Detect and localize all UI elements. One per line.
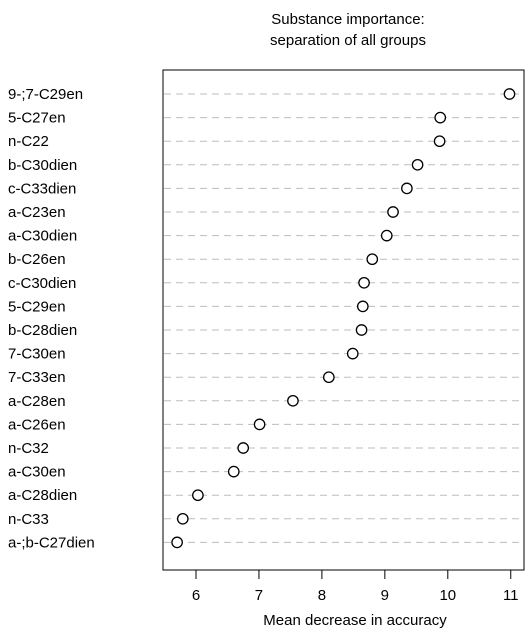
y-tick-label: a-C30dien: [8, 228, 77, 245]
data-point: [348, 348, 358, 358]
y-tick-label: b-C26en: [8, 251, 66, 268]
x-tick-label: 9: [381, 587, 389, 604]
x-axis-label: Mean decrease in accuracy: [263, 612, 447, 629]
y-tick-label: a-;b-C27dien: [8, 534, 95, 551]
y-tick-label: 7-C30en: [8, 346, 66, 363]
data-point: [238, 443, 248, 453]
y-tick-label: b-C30dien: [8, 157, 77, 174]
y-tick-label: 7-C33en: [8, 369, 66, 386]
chart-title-line: separation of all groups: [270, 32, 426, 49]
y-tick-label: a-C28dien: [8, 487, 77, 504]
data-point: [288, 396, 298, 406]
data-point: [402, 183, 412, 193]
data-point: [382, 230, 392, 240]
chart-title-line: Substance importance:: [271, 11, 424, 28]
y-tick-label: b-C28dien: [8, 322, 77, 339]
data-point: [172, 537, 182, 547]
y-tick-label: n-C33: [8, 511, 49, 528]
data-point: [504, 89, 514, 99]
data-point: [412, 160, 422, 170]
data-point: [358, 301, 368, 311]
x-tick-label: 10: [439, 587, 456, 604]
y-tick-label: a-C26en: [8, 416, 66, 433]
x-tick-label: 7: [255, 587, 263, 604]
y-tick-label: 5-C29en: [8, 298, 66, 315]
x-axis: 6 7 8 9 10 11: [192, 570, 519, 604]
y-tick-label: a-C28en: [8, 393, 66, 410]
data-points: [172, 89, 515, 548]
data-point: [193, 490, 203, 500]
x-tick-label: 8: [318, 587, 326, 604]
data-point: [229, 466, 239, 476]
data-point: [254, 419, 264, 429]
grid-lines: [164, 94, 523, 542]
data-point: [367, 254, 377, 264]
data-point: [435, 112, 445, 122]
data-point: [388, 207, 398, 217]
data-point: [356, 325, 366, 335]
y-tick-label: n-C22: [8, 133, 49, 150]
y-tick-label: 9-;7-C29en: [8, 86, 83, 103]
y-tick-label: a-C30en: [8, 464, 66, 481]
chart-title: Substance importance: separation of all g…: [270, 11, 426, 49]
data-point: [434, 136, 444, 146]
x-tick-label: 11: [503, 587, 519, 604]
y-tick-label: 5-C27en: [8, 110, 66, 127]
y-tick-label: c-C33dien: [8, 180, 76, 197]
y-tick-label: c-C30dien: [8, 275, 76, 292]
data-point: [359, 278, 369, 288]
data-point: [324, 372, 334, 382]
y-tick-labels: 9-;7-C29en 5-C27en n-C22 b-C30dien c-C33dien…: [8, 86, 95, 551]
x-tick-label: 6: [192, 587, 200, 604]
data-point: [178, 514, 188, 524]
y-tick-label: n-C32: [8, 440, 49, 457]
y-tick-label: a-C23en: [8, 204, 66, 221]
